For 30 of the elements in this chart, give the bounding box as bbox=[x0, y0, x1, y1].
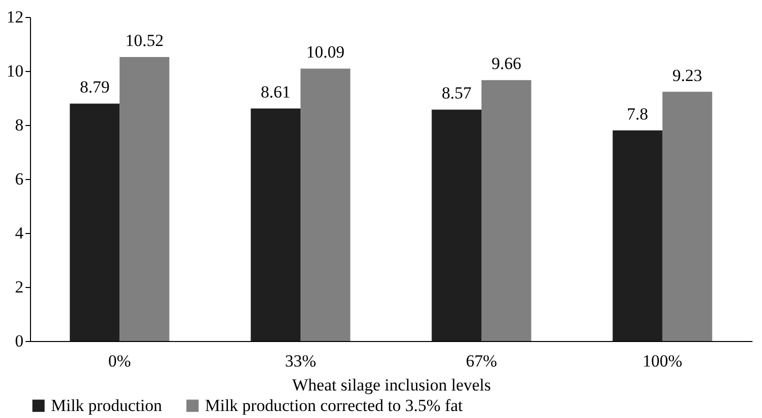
bar bbox=[70, 104, 120, 341]
bar bbox=[481, 80, 532, 341]
data-label: 10.09 bbox=[306, 42, 345, 62]
data-label: 8.79 bbox=[80, 78, 110, 97]
bar bbox=[662, 92, 712, 341]
x-tick-label: 0% bbox=[108, 352, 131, 370]
bar bbox=[432, 110, 482, 341]
y-tick-label: 2 bbox=[15, 278, 24, 296]
bar bbox=[120, 56, 170, 341]
y-tick-label: 4 bbox=[15, 224, 24, 242]
y-tick-label: 0 bbox=[15, 332, 24, 350]
bar bbox=[250, 108, 301, 341]
data-label: 8.61 bbox=[260, 82, 291, 102]
y-tick-label: 10 bbox=[6, 62, 24, 80]
y-tick-label: 12 bbox=[6, 8, 24, 26]
data-label: 9.66 bbox=[491, 54, 522, 74]
bar bbox=[612, 130, 662, 341]
legend-label: Milk production corrected to 3.5% fat bbox=[205, 396, 464, 415]
x-tick-label: 33% bbox=[284, 352, 316, 370]
data-label: 9.23 bbox=[672, 66, 702, 85]
legend-label: Milk production bbox=[51, 396, 162, 415]
x-axis-title: Wheat silage inclusion levels bbox=[292, 376, 491, 394]
data-label: 10.52 bbox=[125, 30, 164, 50]
x-tick-label: 100% bbox=[642, 352, 682, 370]
y-tick-label: 6 bbox=[15, 170, 24, 188]
data-label: 7.8 bbox=[626, 104, 648, 124]
x-tick-label: 67% bbox=[466, 352, 498, 370]
data-label: 8.57 bbox=[442, 84, 472, 103]
bar bbox=[300, 68, 350, 341]
y-tick-label: 8 bbox=[15, 116, 24, 134]
